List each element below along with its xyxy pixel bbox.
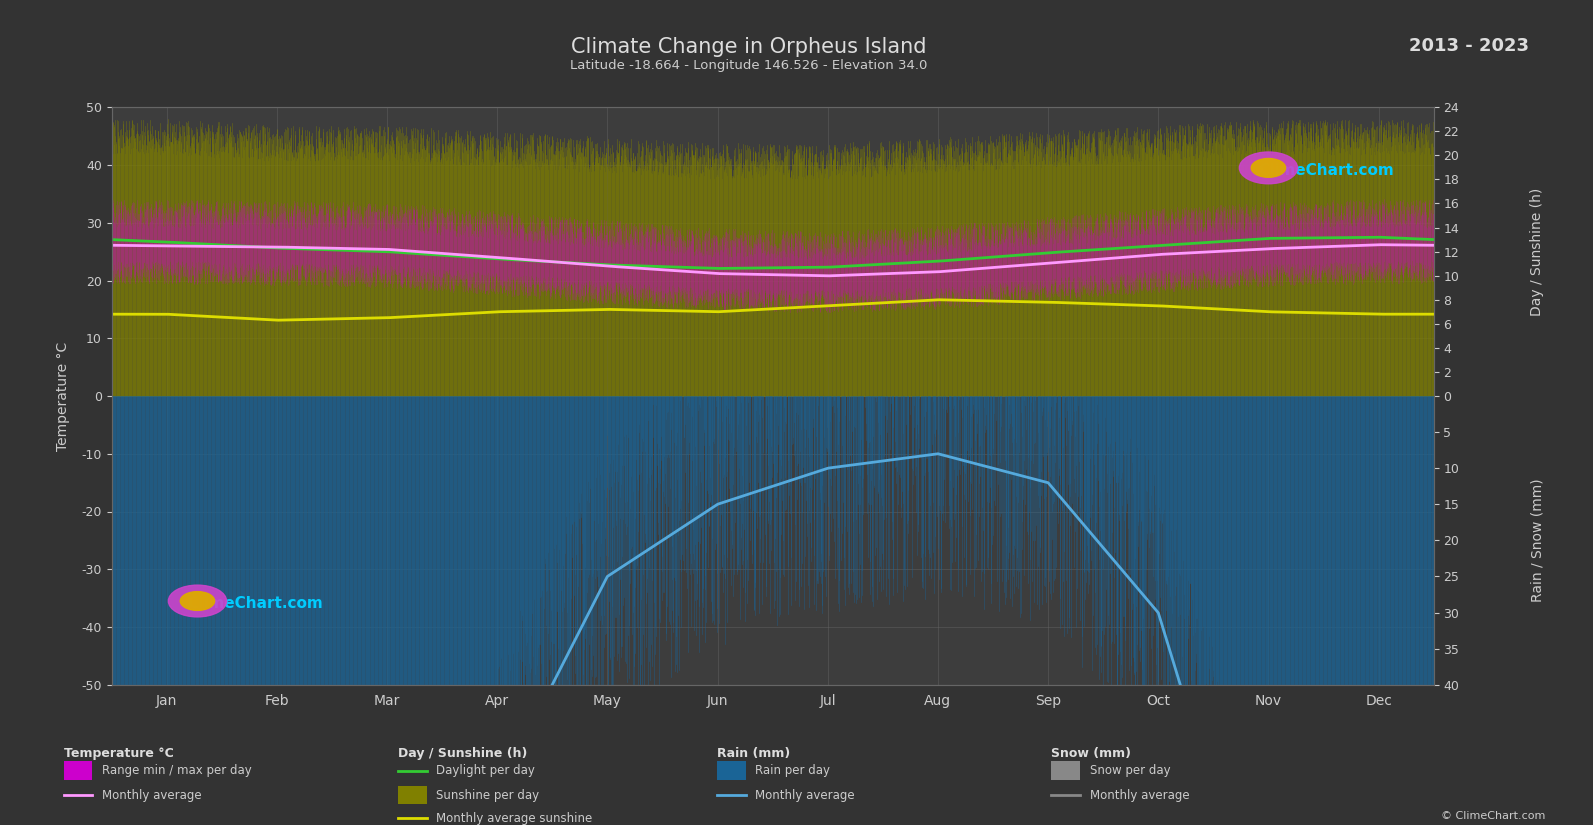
- Text: ClimeChart.com: ClimeChart.com: [188, 596, 323, 611]
- Text: Climate Change in Orpheus Island: Climate Change in Orpheus Island: [570, 37, 927, 57]
- Text: Day / Sunshine (h): Day / Sunshine (h): [398, 747, 527, 760]
- Text: Latitude -18.664 - Longitude 146.526 - Elevation 34.0: Latitude -18.664 - Longitude 146.526 - E…: [570, 59, 927, 73]
- Text: Monthly average: Monthly average: [102, 789, 202, 802]
- Text: Daylight per day: Daylight per day: [436, 764, 535, 777]
- Text: Snow per day: Snow per day: [1090, 764, 1171, 777]
- Y-axis label: Temperature °C: Temperature °C: [56, 342, 70, 450]
- Text: 2013 - 2023: 2013 - 2023: [1410, 37, 1529, 55]
- Text: Rain (mm): Rain (mm): [717, 747, 790, 760]
- Text: Snow (mm): Snow (mm): [1051, 747, 1131, 760]
- Text: © ClimeChart.com: © ClimeChart.com: [1440, 811, 1545, 821]
- Text: Day / Sunshine (h): Day / Sunshine (h): [1531, 187, 1544, 316]
- Text: Sunshine per day: Sunshine per day: [436, 789, 540, 802]
- Text: Temperature °C: Temperature °C: [64, 747, 174, 760]
- Ellipse shape: [180, 592, 215, 610]
- Y-axis label: Rain / Snow (mm): Rain / Snow (mm): [0, 334, 14, 458]
- Text: Rain / Snow (mm): Rain / Snow (mm): [1531, 478, 1544, 602]
- Text: Monthly average sunshine: Monthly average sunshine: [436, 812, 593, 825]
- Text: Monthly average: Monthly average: [755, 789, 855, 802]
- Text: Rain per day: Rain per day: [755, 764, 830, 777]
- Ellipse shape: [1239, 152, 1298, 184]
- Text: Range min / max per day: Range min / max per day: [102, 764, 252, 777]
- Ellipse shape: [1251, 158, 1286, 177]
- Text: ClimeChart.com: ClimeChart.com: [1258, 163, 1394, 178]
- Ellipse shape: [169, 585, 226, 617]
- Text: Monthly average: Monthly average: [1090, 789, 1190, 802]
